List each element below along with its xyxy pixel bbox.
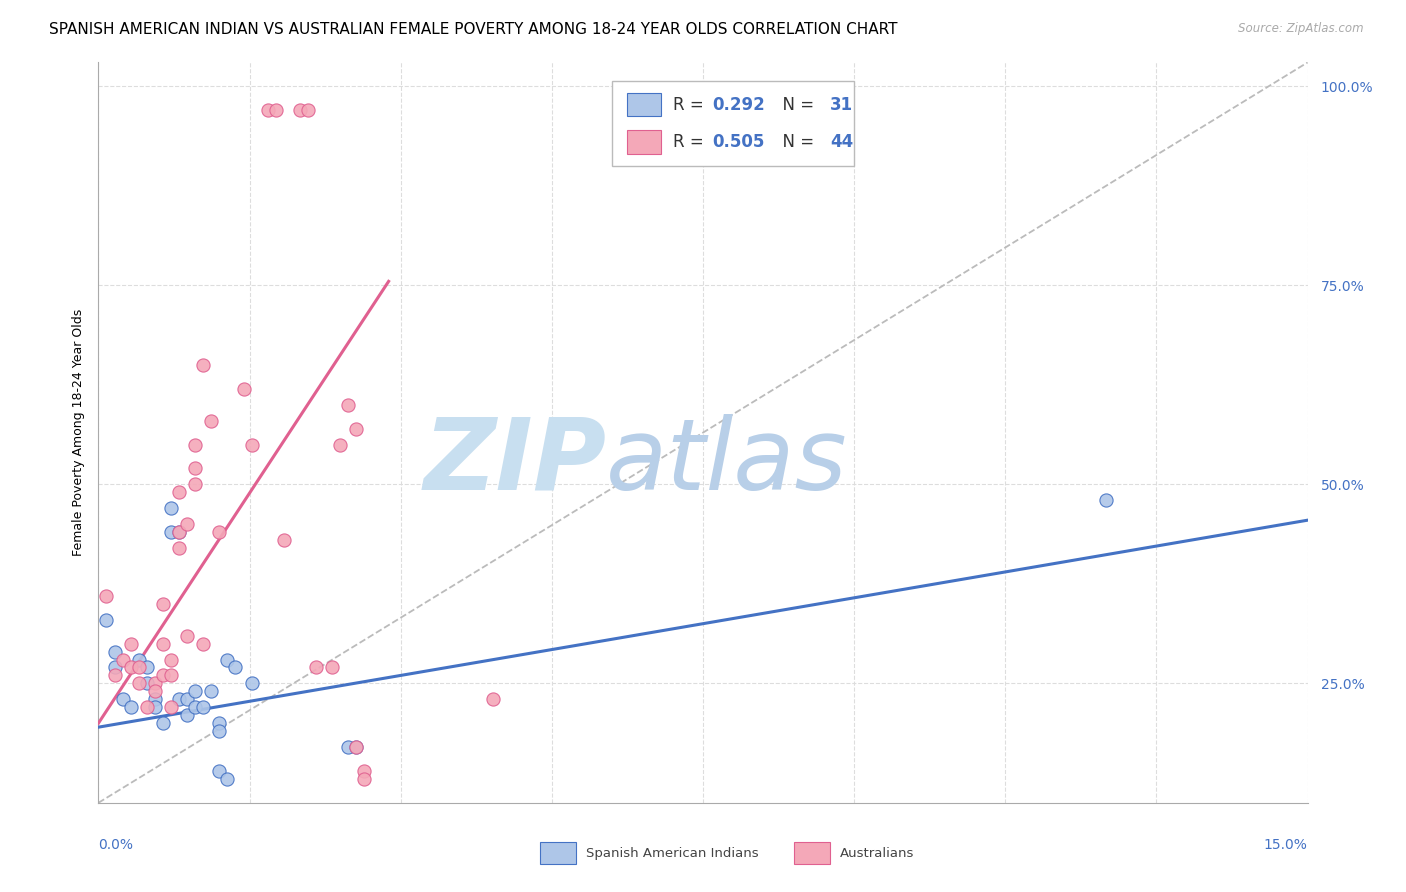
Point [193, 700, 215, 714]
Point [152, 668, 174, 682]
Point [264, 103, 287, 118]
Point [167, 525, 190, 540]
Point [240, 676, 263, 690]
Text: Spanish American Indians: Spanish American Indians [586, 847, 758, 860]
Point [217, 652, 239, 666]
Point [167, 485, 190, 500]
Point [305, 660, 328, 674]
Point [135, 660, 157, 674]
Point [120, 700, 142, 714]
Text: 44: 44 [830, 133, 853, 151]
Point [160, 501, 183, 516]
Point [176, 517, 198, 532]
Point [160, 652, 183, 666]
Point [143, 676, 166, 690]
Point [353, 772, 375, 786]
Point [224, 660, 246, 674]
Point [184, 684, 207, 698]
Point [152, 597, 174, 611]
Point [193, 358, 215, 372]
Point [482, 692, 505, 706]
Point [353, 764, 375, 778]
Text: 31: 31 [830, 95, 853, 113]
FancyBboxPatch shape [540, 842, 576, 864]
Text: SPANISH AMERICAN INDIAN VS AUSTRALIAN FEMALE POVERTY AMONG 18-24 YEAR OLDS CORRE: SPANISH AMERICAN INDIAN VS AUSTRALIAN FE… [49, 22, 897, 37]
Point [152, 716, 174, 731]
Text: 0.0%: 0.0% [98, 838, 134, 853]
Text: Australians: Australians [839, 847, 914, 860]
Y-axis label: Female Poverty Among 18-24 Year Olds: Female Poverty Among 18-24 Year Olds [72, 309, 84, 557]
Point [103, 644, 125, 658]
Point [184, 700, 207, 714]
Point [256, 103, 278, 118]
Point [167, 541, 190, 555]
Point [128, 676, 150, 690]
Text: 0.292: 0.292 [713, 95, 765, 113]
FancyBboxPatch shape [627, 93, 661, 117]
Point [143, 700, 166, 714]
Point [337, 398, 360, 412]
Point [152, 637, 174, 651]
Point [184, 461, 207, 475]
Text: ZIP: ZIP [423, 414, 606, 511]
Point [344, 740, 367, 755]
Point [167, 692, 190, 706]
FancyBboxPatch shape [627, 130, 661, 153]
Point [160, 525, 183, 540]
FancyBboxPatch shape [613, 81, 855, 166]
Point [167, 525, 190, 540]
Point [128, 652, 150, 666]
Point [135, 676, 157, 690]
Point [232, 382, 254, 396]
Point [1095, 493, 1118, 508]
Point [273, 533, 295, 547]
Point [321, 660, 343, 674]
Point [208, 525, 231, 540]
Point [329, 437, 352, 451]
Point [208, 716, 231, 731]
Point [143, 692, 166, 706]
Point [176, 629, 198, 643]
Point [200, 684, 222, 698]
Point [208, 724, 231, 739]
Point [344, 740, 367, 755]
Text: 15.0%: 15.0% [1264, 838, 1308, 853]
Point [297, 103, 319, 118]
Point [208, 764, 231, 778]
Point [176, 692, 198, 706]
Text: N =: N = [772, 95, 820, 113]
Point [128, 660, 150, 674]
Point [103, 668, 125, 682]
Point [96, 613, 118, 627]
Text: R =: R = [673, 95, 709, 113]
Text: Source: ZipAtlas.com: Source: ZipAtlas.com [1239, 22, 1364, 36]
Point [111, 652, 134, 666]
Point [135, 700, 157, 714]
Point [96, 589, 118, 603]
Point [143, 684, 166, 698]
Point [176, 708, 198, 723]
Point [337, 740, 360, 755]
Point [344, 422, 367, 436]
Text: R =: R = [673, 133, 709, 151]
Point [217, 772, 239, 786]
Text: 0.505: 0.505 [713, 133, 765, 151]
Point [160, 700, 183, 714]
Point [160, 668, 183, 682]
Point [111, 692, 134, 706]
Point [193, 637, 215, 651]
Point [120, 660, 142, 674]
Point [184, 437, 207, 451]
Point [120, 637, 142, 651]
Point [200, 414, 222, 428]
Point [184, 477, 207, 491]
Point [288, 103, 311, 118]
FancyBboxPatch shape [793, 842, 830, 864]
Point [240, 437, 263, 451]
Text: atlas: atlas [606, 414, 848, 511]
Point [103, 660, 125, 674]
Text: N =: N = [772, 133, 820, 151]
